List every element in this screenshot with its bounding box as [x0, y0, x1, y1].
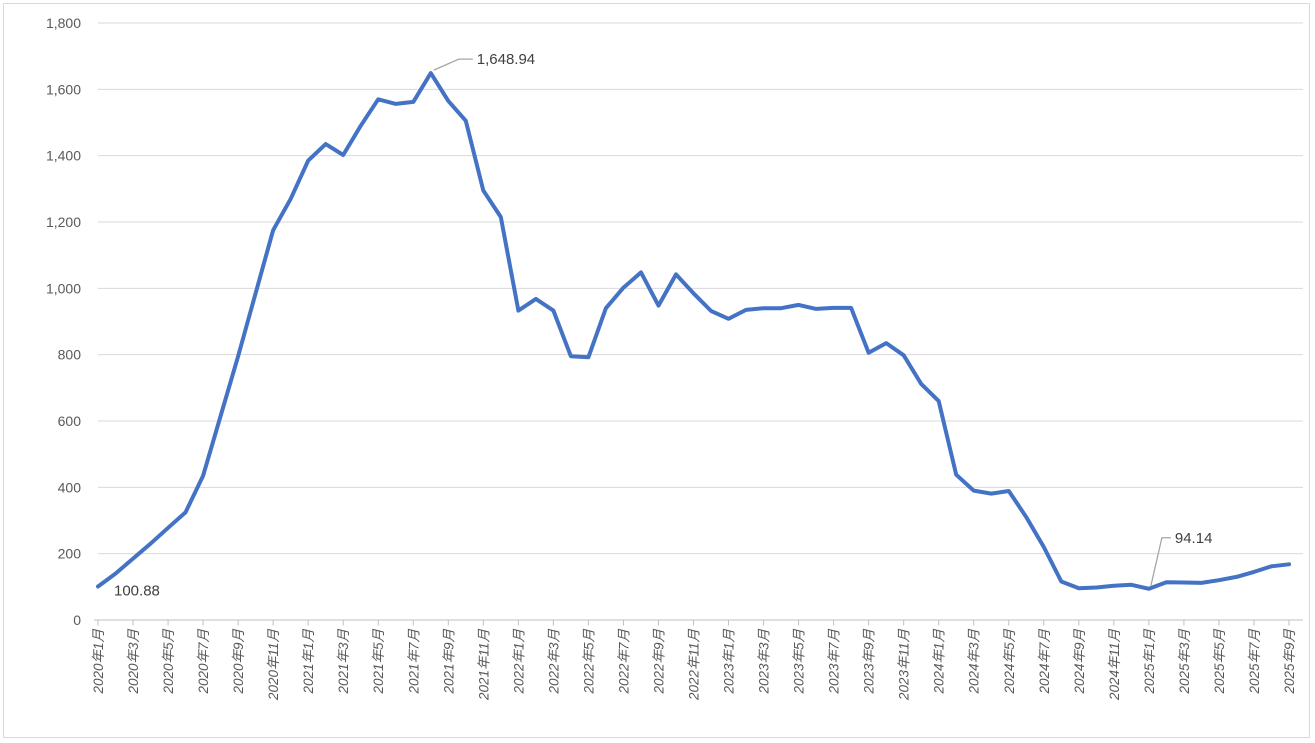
x-axis-tick-label: 2021年5月: [371, 629, 386, 695]
y-axis-tick-label: 1,800: [46, 15, 81, 31]
x-axis-tick-label: 2022年11月: [687, 629, 702, 702]
x-axis-tick-label: 2022年5月: [581, 629, 596, 695]
y-axis-tick-label: 800: [58, 347, 82, 363]
x-axis-tick-label: 2025年1月: [1142, 629, 1157, 695]
y-axis-tick-label: 400: [58, 479, 82, 495]
y-axis-tick-label: 0: [73, 612, 81, 628]
x-axis-tick-label: 2020年9月: [231, 629, 246, 695]
x-axis-tick-label: 2022年1月: [511, 629, 526, 695]
x-axis-tick-label: 2020年7月: [196, 629, 211, 695]
data-point-label: 1,648.94: [477, 51, 535, 68]
y-axis-tick-label: 1,000: [46, 280, 81, 296]
x-axis-tick-label: 2021年7月: [406, 629, 421, 695]
y-axis-tick-label: 1,400: [46, 148, 81, 164]
x-axis-tick-label: 2022年7月: [616, 629, 631, 695]
x-axis-tick-label: 2024年7月: [1037, 629, 1052, 695]
x-axis-tick-label: 2021年3月: [336, 629, 351, 695]
gridlines: [98, 22, 1303, 555]
y-axis-tick-label: 1,600: [46, 81, 81, 97]
x-axis-tick-label: 2024年1月: [932, 629, 947, 695]
x-axis-tick-label: 2023年3月: [757, 629, 772, 695]
y-axis-labels: 0 200 400 600 800 1,000 1,200 1,400 1,600 1,800: [46, 15, 81, 628]
x-axis-labels: 2020年1月 2020年3月 2020年5月 2020年7月 2020年9月 2020年…: [91, 629, 1297, 702]
x-axis-tick-label: 2025年9月: [1282, 629, 1297, 695]
leader-line: [1150, 537, 1171, 586]
x-axis-tick-label: 2023年1月: [722, 629, 737, 695]
x-axis-tick-label: 2020年3月: [126, 629, 141, 695]
x-axis-tick-label: 2022年3月: [546, 629, 561, 695]
data-point-label: 100.88: [114, 583, 160, 600]
x-axis-tick-label: 2024年11月: [1107, 629, 1122, 702]
x-axis-tick-label: 2023年5月: [792, 629, 807, 695]
chart-container: 0 200 400 600 800 1,000 1,200 1,400 1,600 1,800 20…: [3, 3, 1310, 738]
series-line: [96, 71, 1291, 591]
x-axis-tick-label: 2021年11月: [476, 629, 491, 702]
x-axis-tick-label: 2024年9月: [1072, 629, 1087, 695]
y-axis-tick-label: 1,200: [46, 214, 81, 230]
y-axis-tick-label: 200: [58, 546, 82, 562]
x-axis-tick-label: 2020年1月: [91, 629, 106, 695]
x-axis-tick-label: 2020年11月: [266, 629, 281, 702]
x-axis-ticks: [97, 620, 1290, 626]
annotations: 100.88 1,648.94 94.14: [114, 51, 1212, 599]
x-axis-tick-label: 2021年9月: [441, 629, 456, 695]
x-axis-tick-label: 2024年3月: [967, 629, 982, 695]
x-axis-tick-label: 2024年5月: [1002, 629, 1017, 695]
x-axis-tick-label: 2025年3月: [1177, 629, 1192, 695]
x-axis-tick-label: 2023年7月: [827, 629, 842, 695]
x-axis-tick-label: 2025年7月: [1247, 629, 1262, 695]
y-axis-tick-label: 600: [58, 413, 82, 429]
x-axis-tick-label: 2020年5月: [161, 629, 176, 695]
x-axis-tick-label: 2021年1月: [301, 629, 316, 695]
line-chart: 0 200 400 600 800 1,000 1,200 1,400 1,600 1,800 20…: [46, 15, 1303, 702]
data-point-label: 94.14: [1175, 530, 1213, 547]
x-axis-tick-label: 2025年5月: [1212, 629, 1227, 695]
x-axis-tick-label: 2022年9月: [651, 629, 666, 695]
x-axis-tick-label: 2023年9月: [862, 629, 877, 695]
leader-line: [433, 58, 473, 71]
x-axis-tick-label: 2023年11月: [897, 629, 912, 702]
